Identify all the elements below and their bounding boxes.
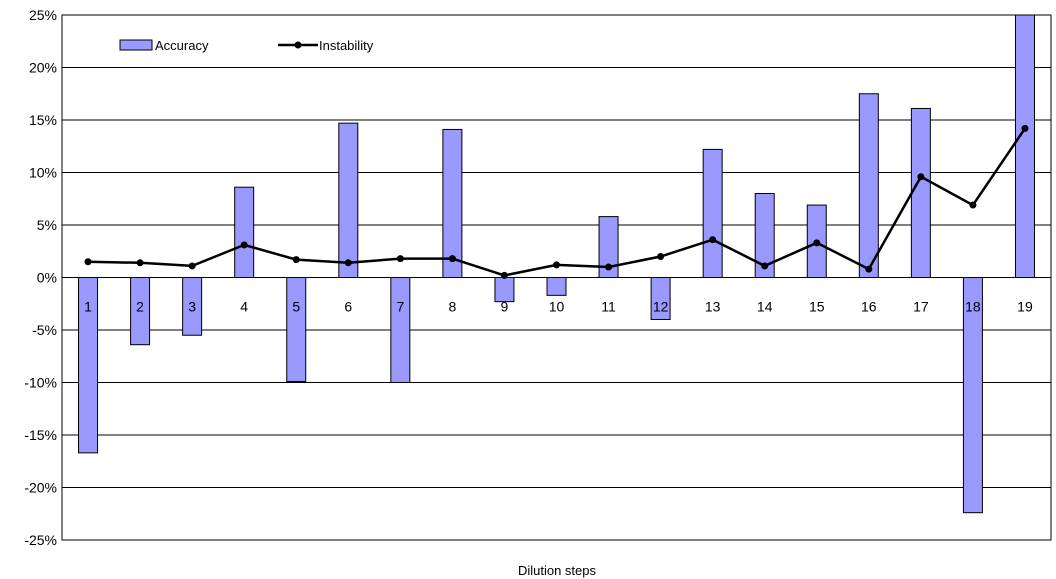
instability-point	[136, 259, 144, 267]
instability-point	[761, 262, 769, 270]
accuracy-bar	[442, 128, 463, 278]
instability-point	[969, 201, 977, 209]
legend-instability-marker	[294, 41, 302, 49]
x-tick-label: 10	[549, 299, 565, 315]
instability-point	[1021, 124, 1029, 132]
accuracy-bar	[910, 107, 931, 278]
x-tick-label: 6	[344, 299, 352, 315]
accuracy-bar	[962, 277, 983, 514]
instability-point	[396, 255, 404, 263]
instability-point	[917, 173, 925, 181]
instability-point	[292, 256, 300, 264]
x-tick-label: 19	[1017, 299, 1033, 315]
y-tick-label: 5%	[37, 217, 57, 233]
y-tick-label: 0%	[37, 270, 57, 286]
instability-series-line	[87, 127, 1027, 277]
instability-point	[813, 239, 821, 247]
accuracy-bars	[78, 14, 1035, 514]
y-tick-label: 10%	[29, 165, 57, 181]
accuracy-bar	[546, 277, 567, 296]
y-axis-tick-labels: 25% 20% 15% 10% 5% 0% -5% -10% -15% -20% -25%	[24, 7, 57, 548]
accuracy-bar	[338, 122, 359, 279]
y-tick-label: -10%	[24, 375, 57, 391]
accuracy-bar	[598, 216, 619, 279]
accuracy-bar	[650, 277, 671, 320]
accuracy-bar	[234, 186, 255, 278]
accuracy-bar	[390, 277, 411, 383]
x-tick-label: 2	[136, 299, 144, 315]
y-tick-label: 25%	[29, 7, 57, 23]
x-tick-label: 1	[84, 299, 92, 315]
legend-instability-label: Instability	[319, 38, 374, 53]
accuracy-bar	[702, 148, 723, 278]
legend: Accuracy Instability	[119, 38, 374, 53]
instability-point	[344, 259, 352, 267]
x-tick-label: 17	[913, 299, 929, 315]
x-tick-label: 15	[809, 299, 825, 315]
accuracy-bar	[754, 193, 775, 278]
instability-point	[84, 258, 92, 266]
instability-point	[605, 263, 613, 271]
x-tick-label: 14	[757, 299, 773, 315]
y-tick-label: -25%	[24, 532, 57, 548]
accuracy-bar	[78, 277, 99, 454]
x-tick-label: 12	[653, 299, 669, 315]
x-tick-label: 16	[861, 299, 877, 315]
legend-accuracy-label: Accuracy	[155, 38, 209, 53]
x-axis-tick-labels: 1 2 3 4 5 6 7 8 9 10 11 12 13 14 15 16 17 18 19	[84, 299, 1033, 315]
instability-point	[188, 262, 196, 270]
y-tick-label: -15%	[24, 427, 57, 443]
x-tick-label: 18	[965, 299, 981, 315]
y-tick-label: -20%	[24, 480, 57, 496]
instability-point	[709, 236, 717, 244]
instability-point	[500, 271, 508, 279]
accuracy-bar	[286, 277, 307, 382]
x-axis-title: Dilution steps	[518, 563, 597, 578]
instability-point	[448, 255, 456, 263]
instability-point	[240, 241, 248, 249]
instability-line	[84, 124, 1029, 279]
y-tick-label: 20%	[29, 60, 57, 76]
y-tick-label: -5%	[32, 322, 57, 338]
x-tick-label: 4	[240, 299, 248, 315]
instability-point	[865, 265, 873, 273]
x-tick-label: 11	[601, 299, 616, 315]
x-tick-label: 5	[292, 299, 300, 315]
accuracy-bar	[858, 93, 879, 278]
accuracy-bar	[182, 277, 203, 336]
y-tick-label: 15%	[29, 112, 57, 128]
x-tick-label: 3	[188, 299, 196, 315]
x-tick-label: 8	[448, 299, 456, 315]
accuracy-bar	[1014, 14, 1035, 278]
instability-point	[657, 253, 665, 260]
x-tick-label: 7	[396, 299, 404, 315]
x-tick-label: 9	[501, 299, 509, 315]
plot-area-border	[61, 14, 1052, 541]
x-tick-label: 13	[705, 299, 721, 315]
accuracy-bar	[130, 277, 151, 346]
legend-accuracy-swatch	[119, 39, 153, 51]
instability-point	[553, 261, 560, 269]
